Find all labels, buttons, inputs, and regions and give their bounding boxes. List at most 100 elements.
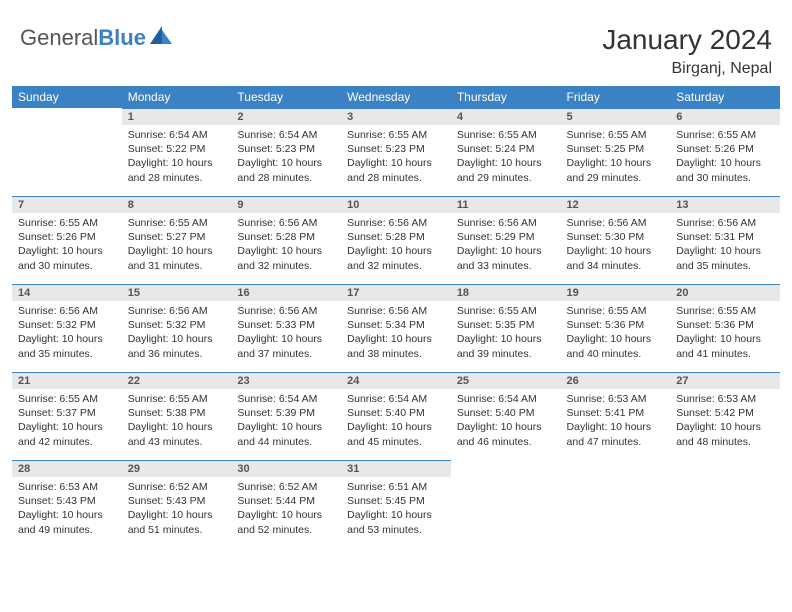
daylight-text: Daylight: 10 hours [128,420,226,434]
day-number: 5 [561,108,671,125]
day-number: 18 [451,284,561,301]
daylight-text: Daylight: 10 hours [237,156,335,170]
daylight-text: Daylight: 10 hours [676,244,774,258]
daylight-text: and 28 minutes. [128,171,226,185]
title-block: January 2024 Birganj, Nepal [602,24,772,78]
day-number: 12 [561,196,671,213]
calendar-week-row: .1Sunrise: 6:54 AMSunset: 5:22 PMDayligh… [12,108,780,196]
daylight-text: and 37 minutes. [237,347,335,361]
daylight-text: Daylight: 10 hours [676,420,774,434]
daylight-text: and 29 minutes. [567,171,665,185]
day-body: Sunrise: 6:55 AMSunset: 5:37 PMDaylight:… [12,389,122,453]
calendar-cell: . [451,460,561,548]
sunrise-text: Sunrise: 6:55 AM [457,304,555,318]
day-body: Sunrise: 6:55 AMSunset: 5:36 PMDaylight:… [670,301,780,365]
sunset-text: Sunset: 5:23 PM [347,142,445,156]
day-body: Sunrise: 6:56 AMSunset: 5:29 PMDaylight:… [451,213,561,277]
day-body: Sunrise: 6:56 AMSunset: 5:28 PMDaylight:… [231,213,341,277]
calendar-week-row: 7Sunrise: 6:55 AMSunset: 5:26 PMDaylight… [12,196,780,284]
day-body: Sunrise: 6:56 AMSunset: 5:34 PMDaylight:… [341,301,451,365]
daylight-text: Daylight: 10 hours [237,420,335,434]
sunrise-text: Sunrise: 6:55 AM [18,216,116,230]
weekday-header: Saturday [670,86,780,108]
calendar-cell: 19Sunrise: 6:55 AMSunset: 5:36 PMDayligh… [561,284,671,372]
daylight-text: Daylight: 10 hours [128,332,226,346]
daylight-text: Daylight: 10 hours [567,420,665,434]
sunset-text: Sunset: 5:45 PM [347,494,445,508]
day-number: 30 [231,460,341,477]
sunrise-text: Sunrise: 6:54 AM [237,392,335,406]
calendar-cell: 5Sunrise: 6:55 AMSunset: 5:25 PMDaylight… [561,108,671,196]
daylight-text: and 34 minutes. [567,259,665,273]
sunset-text: Sunset: 5:28 PM [347,230,445,244]
day-number: 21 [12,372,122,389]
daylight-text: and 35 minutes. [676,259,774,273]
sunrise-text: Sunrise: 6:54 AM [347,392,445,406]
sunset-text: Sunset: 5:26 PM [18,230,116,244]
sunset-text: Sunset: 5:30 PM [567,230,665,244]
calendar-cell: 28Sunrise: 6:53 AMSunset: 5:43 PMDayligh… [12,460,122,548]
sunset-text: Sunset: 5:26 PM [676,142,774,156]
weekday-header: Monday [122,86,232,108]
sunset-text: Sunset: 5:38 PM [128,406,226,420]
sunrise-text: Sunrise: 6:54 AM [128,128,226,142]
daylight-text: Daylight: 10 hours [567,156,665,170]
day-number: 31 [341,460,451,477]
day-body: Sunrise: 6:56 AMSunset: 5:33 PMDaylight:… [231,301,341,365]
daylight-text: and 49 minutes. [18,523,116,537]
daylight-text: and 48 minutes. [676,435,774,449]
day-body: Sunrise: 6:54 AMSunset: 5:22 PMDaylight:… [122,125,232,189]
calendar-cell: . [670,460,780,548]
sunrise-text: Sunrise: 6:55 AM [676,304,774,318]
weekday-header: Wednesday [341,86,451,108]
sunset-text: Sunset: 5:41 PM [567,406,665,420]
daylight-text: Daylight: 10 hours [237,332,335,346]
day-body: Sunrise: 6:55 AMSunset: 5:27 PMDaylight:… [122,213,232,277]
sunset-text: Sunset: 5:28 PM [237,230,335,244]
weekday-header: Friday [561,86,671,108]
day-body: Sunrise: 6:53 AMSunset: 5:42 PMDaylight:… [670,389,780,453]
daylight-text: Daylight: 10 hours [457,332,555,346]
calendar-cell: 24Sunrise: 6:54 AMSunset: 5:40 PMDayligh… [341,372,451,460]
calendar-cell: 12Sunrise: 6:56 AMSunset: 5:30 PMDayligh… [561,196,671,284]
sunset-text: Sunset: 5:27 PM [128,230,226,244]
sunset-text: Sunset: 5:44 PM [237,494,335,508]
day-body: Sunrise: 6:55 AMSunset: 5:24 PMDaylight:… [451,125,561,189]
sunrise-text: Sunrise: 6:54 AM [237,128,335,142]
daylight-text: Daylight: 10 hours [567,332,665,346]
day-number: 13 [670,196,780,213]
daylight-text: and 44 minutes. [237,435,335,449]
location: Birganj, Nepal [602,60,772,78]
sunrise-text: Sunrise: 6:56 AM [676,216,774,230]
sunset-text: Sunset: 5:34 PM [347,318,445,332]
calendar-cell: . [12,108,122,196]
daylight-text: and 43 minutes. [128,435,226,449]
day-number: 6 [670,108,780,125]
daylight-text: Daylight: 10 hours [18,244,116,258]
sail-icon [148,24,174,51]
day-number: 20 [670,284,780,301]
calendar-cell: 29Sunrise: 6:52 AMSunset: 5:43 PMDayligh… [122,460,232,548]
calendar-cell: 25Sunrise: 6:54 AMSunset: 5:40 PMDayligh… [451,372,561,460]
sunrise-text: Sunrise: 6:55 AM [457,128,555,142]
daylight-text: Daylight: 10 hours [347,156,445,170]
weekday-header: Sunday [12,86,122,108]
calendar-week-row: 21Sunrise: 6:55 AMSunset: 5:37 PMDayligh… [12,372,780,460]
daylight-text: and 45 minutes. [347,435,445,449]
day-number: 3 [341,108,451,125]
daylight-text: Daylight: 10 hours [457,244,555,258]
day-number: 8 [122,196,232,213]
sunset-text: Sunset: 5:37 PM [18,406,116,420]
day-number: 27 [670,372,780,389]
daylight-text: and 39 minutes. [457,347,555,361]
sunset-text: Sunset: 5:36 PM [567,318,665,332]
calendar-cell: 8Sunrise: 6:55 AMSunset: 5:27 PMDaylight… [122,196,232,284]
calendar-cell: 7Sunrise: 6:55 AMSunset: 5:26 PMDaylight… [12,196,122,284]
sunset-text: Sunset: 5:43 PM [128,494,226,508]
calendar-cell: 21Sunrise: 6:55 AMSunset: 5:37 PMDayligh… [12,372,122,460]
calendar-cell: 30Sunrise: 6:52 AMSunset: 5:44 PMDayligh… [231,460,341,548]
day-body: Sunrise: 6:53 AMSunset: 5:43 PMDaylight:… [12,477,122,541]
calendar-cell: 6Sunrise: 6:55 AMSunset: 5:26 PMDaylight… [670,108,780,196]
day-body: Sunrise: 6:52 AMSunset: 5:43 PMDaylight:… [122,477,232,541]
daylight-text: and 41 minutes. [676,347,774,361]
